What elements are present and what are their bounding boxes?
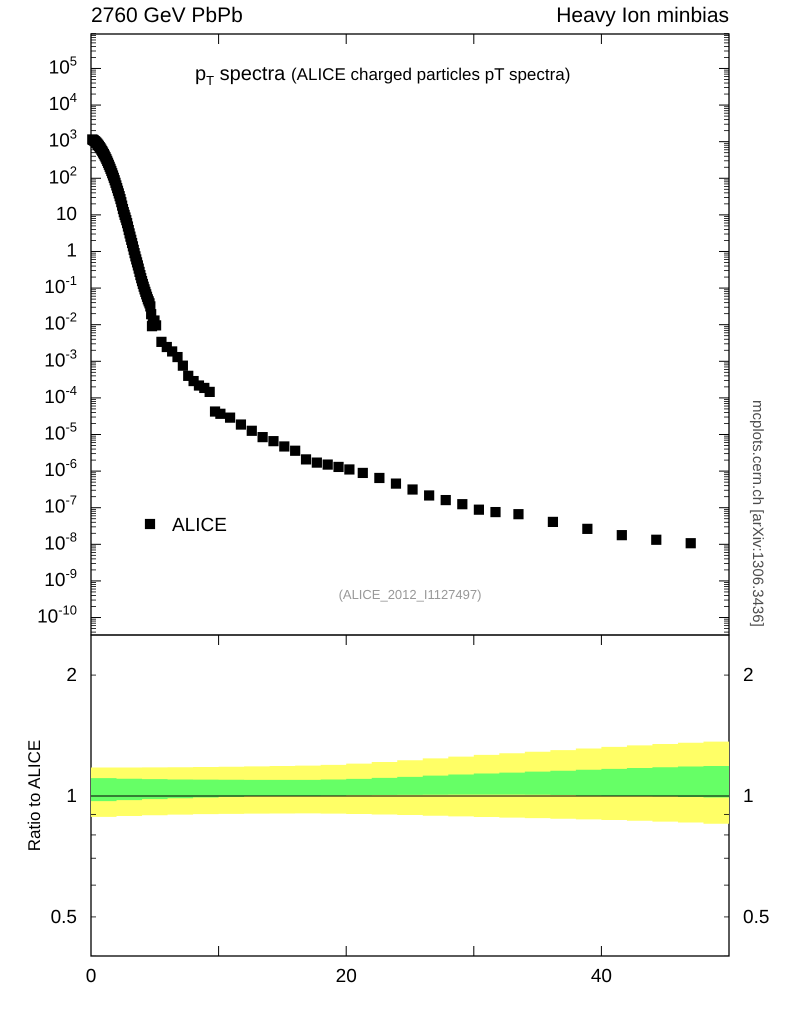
svg-text:0: 0 xyxy=(86,966,97,987)
svg-text:Heavy Ion minbias: Heavy Ion minbias xyxy=(556,4,729,27)
svg-text:(ALICE_2012_I1127497): (ALICE_2012_I1127497) xyxy=(339,587,482,602)
svg-text:ALICE: ALICE xyxy=(172,515,227,536)
svg-text:0.5: 0.5 xyxy=(51,907,77,928)
svg-text:1: 1 xyxy=(66,786,77,807)
svg-text:10: 10 xyxy=(56,204,77,225)
svg-text:(ALICE charged particles pT sp: (ALICE charged particles pT spectra) xyxy=(291,65,570,84)
svg-text:1: 1 xyxy=(66,240,77,261)
svg-text:40: 40 xyxy=(591,966,612,987)
svg-text:2760 GeV PbPb: 2760 GeV PbPb xyxy=(91,4,243,27)
svg-text:mcplots.cern.ch [arXiv:1306.34: mcplots.cern.ch [arXiv:1306.3436] xyxy=(749,400,766,627)
svg-text:1: 1 xyxy=(743,786,754,807)
svg-text:Ratio to ALICE: Ratio to ALICE xyxy=(25,740,44,852)
svg-text:2: 2 xyxy=(66,665,77,686)
svg-text:2: 2 xyxy=(743,665,754,686)
svg-text:20: 20 xyxy=(336,966,357,987)
svg-text:0.5: 0.5 xyxy=(743,907,769,928)
